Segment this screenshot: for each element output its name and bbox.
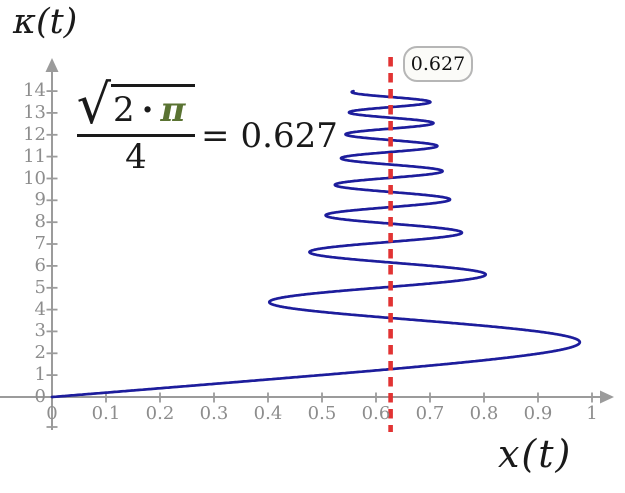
x-tick-label: 1 xyxy=(586,403,598,424)
fraction-bar xyxy=(77,134,195,137)
y-axis-title: κ(t) xyxy=(13,2,78,42)
y-tick-label: 13 xyxy=(23,101,46,123)
y-tick-label: 4 xyxy=(34,298,46,320)
x-tick-label: 0.2 xyxy=(145,403,175,424)
formula-result-group: = 0.627 xyxy=(201,116,338,156)
x-axis-arrow-icon xyxy=(600,390,614,404)
x-tick-label: 0.7 xyxy=(415,403,445,424)
y-tick-label: 7 xyxy=(34,233,46,255)
y-tick-label: 3 xyxy=(34,320,46,342)
x-tick-label: 0.9 xyxy=(523,403,553,424)
y-tick-label: 10 xyxy=(23,167,46,189)
marker-value-text: 0.627 xyxy=(410,53,466,75)
y-tick-label: 14 xyxy=(23,80,46,102)
x-tick-label: 0 xyxy=(46,403,58,424)
y-tick-label: 8 xyxy=(34,211,46,233)
x-axis-title: x(t) xyxy=(498,432,573,476)
y-tick-label: 5 xyxy=(34,276,46,298)
x-tick-label: 0.1 xyxy=(91,403,121,424)
x-tick-label: 0.8 xyxy=(469,403,499,424)
x-tick-label: 0.6 xyxy=(361,403,391,424)
radicand: 2 · π xyxy=(111,84,196,133)
y-tick-label: 0 xyxy=(34,386,46,407)
square-root: √ 2 · π xyxy=(76,73,196,136)
formula-result: 0.627 xyxy=(240,116,338,156)
multiplication-dot-icon: · xyxy=(141,90,154,130)
x-tick-label: 0.3 xyxy=(199,403,229,424)
pi-symbol: π xyxy=(160,90,186,130)
fraction: √ 2 · π 4 xyxy=(76,73,196,177)
y-tick-label: 12 xyxy=(23,123,46,145)
x-tick-label: 0.5 xyxy=(307,403,337,424)
x-tick-label: 0.4 xyxy=(253,403,283,424)
y-tick-label: 6 xyxy=(34,254,46,276)
y-tick-label: 2 xyxy=(34,342,46,364)
radical-sign-icon: √ xyxy=(76,73,112,136)
y-tick-label: 9 xyxy=(34,189,46,211)
equals-sign: = xyxy=(201,116,230,156)
marker-value-badge[interactable]: 0.627 xyxy=(403,46,473,82)
y-tick-label: 1 xyxy=(34,364,46,386)
fresnel-curve xyxy=(50,89,582,399)
formula-denominator: 4 xyxy=(125,137,147,177)
radicand-coefficient: 2 xyxy=(113,90,135,130)
formula-annotation: √ 2 · π 4 = 0.627 xyxy=(76,73,338,178)
y-tick-label: 11 xyxy=(23,145,46,167)
y-axis-arrow-icon xyxy=(45,58,59,72)
